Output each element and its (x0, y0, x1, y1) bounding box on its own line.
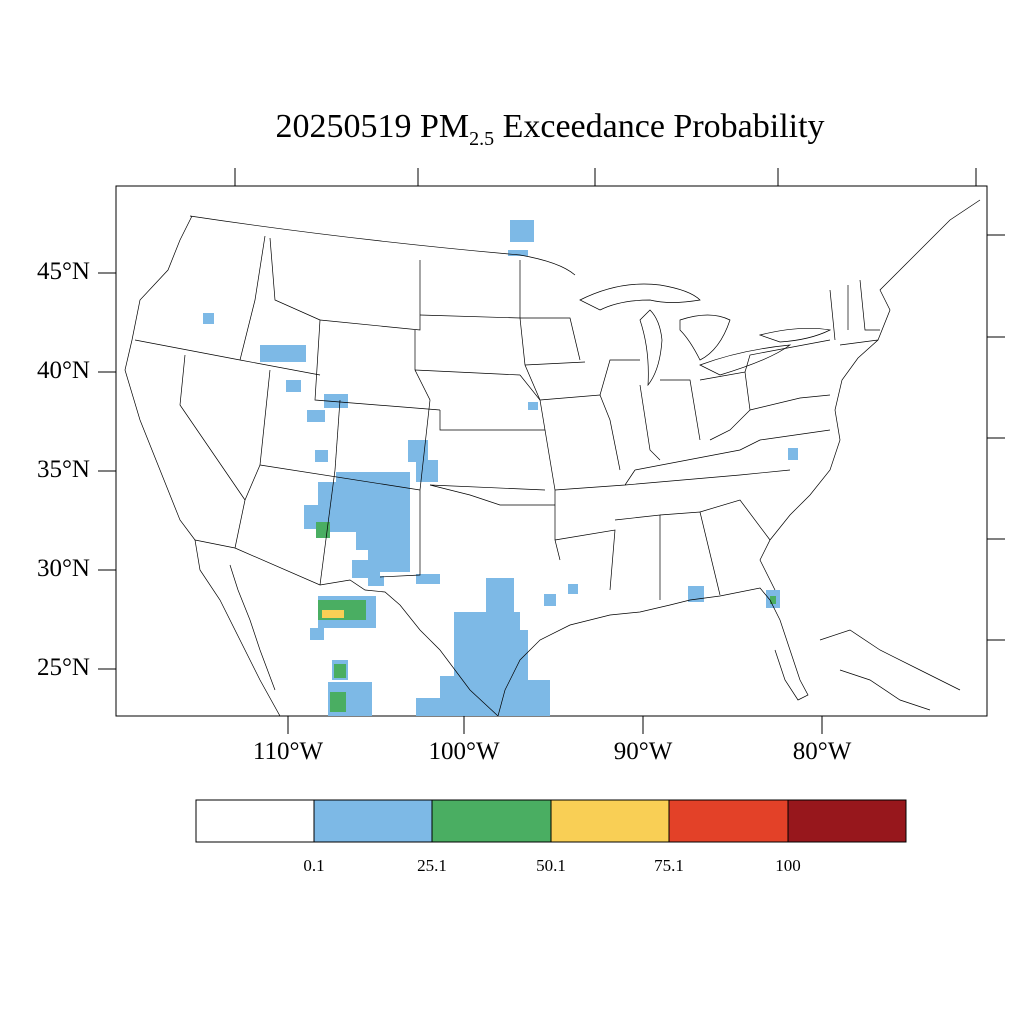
lon-label-90: 90°W (613, 738, 673, 765)
colorbar (195, 799, 907, 843)
colorbar-bin-1 (313, 799, 433, 843)
colorbar-label-2: 50.1 (536, 856, 566, 875)
title-subscript: 2.5 (469, 127, 495, 150)
lon-label-80: 80°W (792, 738, 852, 765)
colorbar-bin-4 (668, 799, 789, 843)
map-frame (115, 185, 988, 717)
lon-label-110: 110°W (252, 738, 324, 765)
colorbar-bin-2 (431, 799, 552, 843)
title-suffix: Exceedance Probability (494, 108, 825, 145)
colorbar-bin-5 (787, 799, 907, 843)
colorbar-label-0: 0.1 (303, 856, 325, 875)
probability-shading-blue (203, 220, 798, 716)
state-boundaries (124, 199, 981, 716)
lat-label-30: 30°N (36, 555, 90, 582)
lat-label-40: 40°N (36, 357, 90, 384)
lon-label-100: 100°W (428, 738, 500, 765)
probability-shading-yellow (322, 610, 344, 618)
lat-label-25: 25°N (36, 654, 90, 681)
lat-label-45: 45°N (36, 258, 90, 285)
colorbar-bin-3 (550, 799, 670, 843)
colorbar-label-3: 75.1 (654, 856, 684, 875)
colorbar-bin-0 (195, 799, 315, 843)
title-prefix: 20250519 PM (275, 108, 470, 145)
tick-marks (98, 168, 1005, 734)
colorbar-label-1: 25.1 (417, 856, 447, 875)
coastlines-south (194, 539, 961, 716)
lat-label-35: 35°N (36, 456, 90, 483)
colorbar-label-4: 100 (775, 856, 801, 875)
map-title: 20250519 PM2.5 Exceedance Probability (0, 108, 1024, 151)
